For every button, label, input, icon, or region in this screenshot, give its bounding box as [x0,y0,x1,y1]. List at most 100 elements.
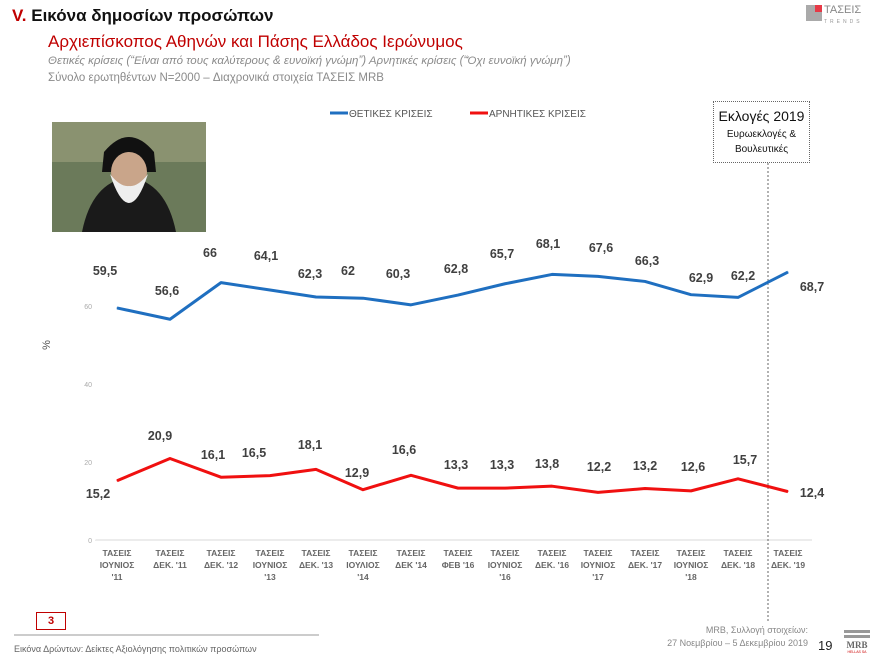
x-tick-label: ΔΕΚ. '12 [204,560,238,570]
data-point [169,457,171,459]
legend-label: ΘΕΤΙΚΕΣ ΚΡΙΣΕΙΣ [349,109,433,120]
sample-note: Σύνολο ερωτηθέντων N=2000 – Διαχρονικά σ… [48,72,384,84]
x-tick-label: ΔΕΚ. '16 [535,560,569,570]
data-point [597,275,599,277]
x-tick-label: ΔΕΚ. '13 [299,560,333,570]
data-point [269,475,271,477]
data-label: 16,1 [201,448,225,462]
x-tick-label: ΤΑΣΕΙΣ [156,548,185,558]
data-point [787,271,789,273]
y-tick-label: 40 [84,382,92,389]
data-label: 16,6 [392,443,416,457]
footer-source: MRB, Συλλογή στοιχείων: [705,625,808,635]
x-tick-label: ΙΟΥΝΙΟΣ [674,560,709,570]
x-tick-label: ΔΕΚ. '11 [153,560,187,570]
x-tick-label: ΤΑΣΕΙΣ [491,548,520,558]
x-tick-label: ΤΑΣΕΙΣ [256,548,285,558]
x-tick-label: ΤΑΣΕΙΣ [538,548,567,558]
footer-left: Εικόνα Δρώντων: Δείκτες Αξιολόγησης πολι… [14,644,257,654]
data-label: 15,7 [733,453,757,467]
svg-text:MRB: MRB [847,640,868,650]
logo-text: ΤΑΣΕΙΣ [824,4,862,16]
data-point [644,488,646,490]
data-label: 66 [203,246,217,260]
portrait-photo [52,122,206,232]
data-point [457,294,459,296]
series-line-negative [116,456,789,494]
description: Θετικές κρίσεις (“Είναι από τους καλύτερ… [48,55,571,67]
annotation-line1: Ευρωεκλογές & [726,129,797,140]
data-label: 13,3 [490,458,514,472]
x-tick-label: ΤΑΣΕΙΣ [444,548,473,558]
data-point [551,273,553,275]
data-point [504,283,506,285]
x-tick-label: ΔΕΚ. '18 [721,560,755,570]
annotation-line2: Βουλευτικές [734,144,789,155]
data-point [644,280,646,282]
x-tick-label: ΔΕΚ. '17 [628,560,662,570]
data-point [457,487,459,489]
x-tick-label: ΙΟΥΝΙΟΣ [581,560,616,570]
x-tick-label: ΤΑΣΕΙΣ [207,548,236,558]
x-tick-label: ΙΟΥΝΙΟΣ [100,560,135,570]
x-tick-label: '14 [357,572,369,582]
data-point [551,485,553,487]
y-axis-label: % [41,340,53,350]
x-tick-label: ΙΟΥΛΙΟΣ [346,560,379,570]
elections-2019-annotation: Εκλογές 2019 Ευρωεκλογές & Βουλευτικές [713,101,810,163]
taseis-logo: ΤΑΣΕΙΣ TRENDS [806,4,868,31]
section-title: V. Εικόνα δημοσίων προσώπων [12,6,273,26]
data-label: 62,2 [731,269,755,283]
data-label: 13,3 [444,458,468,472]
data-point [315,296,317,298]
data-point [410,474,412,476]
data-label: 13,2 [633,459,657,473]
data-point [315,468,317,470]
section-title-text: Εικόνα δημοσίων προσώπων [31,6,274,25]
svg-text:HELLAS SA: HELLAS SA [847,650,867,654]
data-point [504,487,506,489]
x-tick-label: ΦΕΒ '16 [442,560,475,570]
x-tick-label: ΤΑΣΕΙΣ [584,548,613,558]
y-tick-label: 60 [84,304,92,311]
data-label: 68,7 [800,280,824,294]
subtitle: Αρχιεπίσκοπος Αθηνών και Πάσης Ελλάδος Ι… [48,32,463,51]
footer-right: MRB, Συλλογή στοιχείων: 27 Νοεμβρίου – 5 … [667,624,808,650]
data-label: 12,4 [800,486,824,500]
data-point [220,476,222,478]
data-label: 68,1 [536,237,560,251]
x-tick-label: ΔΕΚ '14 [395,560,427,570]
series-line-positive [116,270,789,321]
data-point [690,490,692,492]
data-label: 18,1 [298,438,322,452]
data-point [787,491,789,493]
data-point [169,318,171,320]
y-tick-label: 0 [88,538,92,545]
data-label: 65,7 [490,247,514,261]
data-label: 67,6 [589,241,613,255]
data-point [597,491,599,493]
data-label: 15,2 [86,487,110,501]
data-point [116,480,118,482]
logo-sub: TRENDS [824,19,863,25]
data-label: 13,8 [535,457,559,471]
data-point [690,294,692,296]
data-label: 12,2 [587,460,611,474]
data-label: 62,9 [689,271,713,285]
data-label: 62 [341,264,355,278]
footer-dates: 27 Νοεμβρίου – 5 Δεκεμβρίου 2019 [667,638,808,648]
x-tick-label: '16 [499,572,511,582]
data-point [362,297,364,299]
legend-label: ΑΡΝΗΤΙΚΕΣ ΚΡΙΣΕΙΣ [489,109,586,120]
data-label: 62,3 [298,267,322,281]
data-label: 12,6 [681,460,705,474]
data-point [220,282,222,284]
data-label: 66,3 [635,254,659,268]
data-label: 59,5 [93,264,117,278]
data-label: 56,6 [155,284,179,298]
page-number: 19 [818,638,833,653]
x-tick-label: '17 [592,572,604,582]
data-label: 16,5 [242,446,266,460]
